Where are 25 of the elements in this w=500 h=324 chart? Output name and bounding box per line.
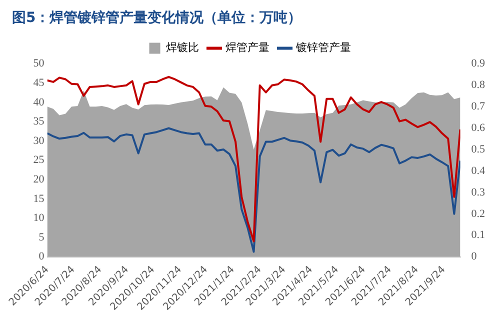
y2-tick-label: 0.9 <box>471 58 486 70</box>
y-tick-label: 25 <box>33 154 45 166</box>
y2-tick-label: 0.3 <box>471 186 486 198</box>
y-tick-label: 50 <box>33 58 45 70</box>
y-tick-label: 5 <box>38 231 45 244</box>
legend-label: 焊镀比 <box>166 41 199 54</box>
legend-label: 焊管产量 <box>225 41 270 54</box>
y-tick-label: 20 <box>33 173 45 186</box>
y-tick-label: 15 <box>33 192 45 205</box>
y2-tick-label: 0.4 <box>471 164 486 177</box>
y2-tick-label: 0 <box>471 250 478 263</box>
y-tick-label: 40 <box>33 96 45 108</box>
y2-tick-label: 0.5 <box>471 143 486 156</box>
y-tick-label: 35 <box>33 116 45 128</box>
y2-tick-label: 0.1 <box>471 229 485 242</box>
y2-tick-label: 0.6 <box>471 122 486 134</box>
y2-tick-label: 0.7 <box>471 100 486 113</box>
y-tick-label: 45 <box>33 76 45 89</box>
chart-title: 图5：焊管镀锌管产量变化情况（单位：万吨） <box>12 9 302 26</box>
y-tick-label: 0 <box>38 250 45 263</box>
legend-label: 镀锌管产量 <box>294 41 351 54</box>
y2-tick-label: 0.8 <box>471 79 486 92</box>
y2-tick-label: 0.2 <box>471 208 485 220</box>
y-tick-label: 30 <box>33 134 45 147</box>
y-tick-label: 10 <box>33 212 45 224</box>
